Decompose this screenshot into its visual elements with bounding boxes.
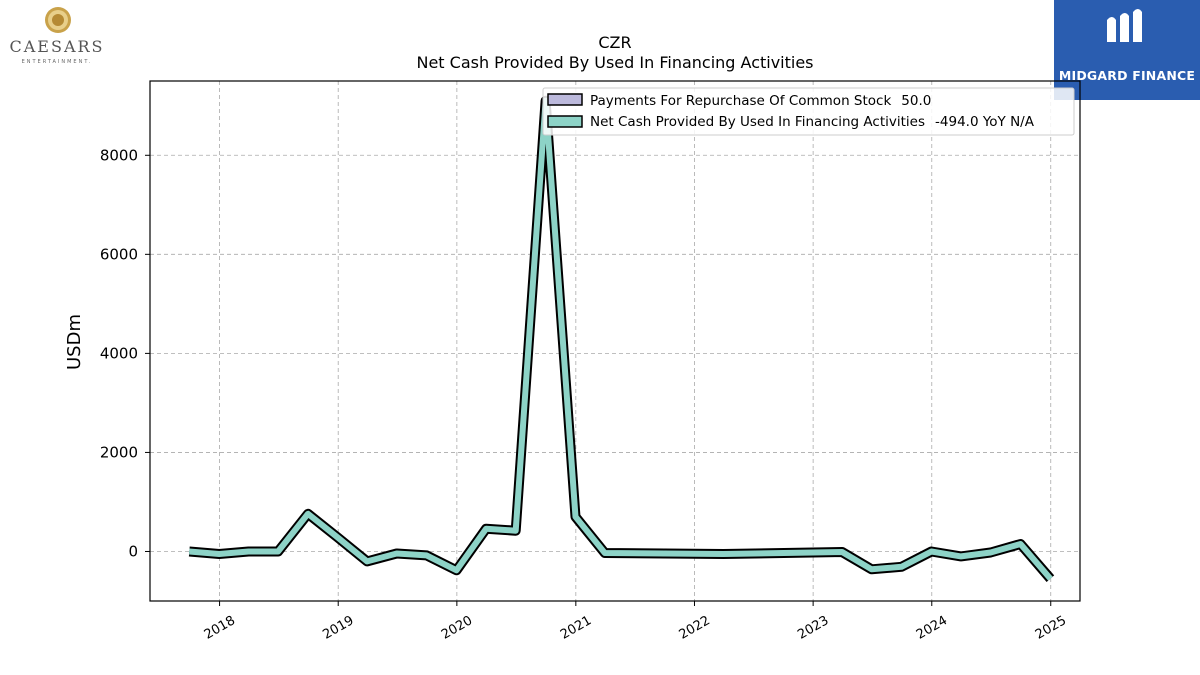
grid bbox=[150, 81, 1080, 601]
data-point bbox=[366, 560, 368, 562]
data-point bbox=[1049, 578, 1051, 580]
data-point bbox=[277, 551, 279, 552]
legend: Payments For Repurchase Of Common Stock 5… bbox=[542, 87, 1075, 136]
data-point bbox=[841, 551, 843, 553]
data-point bbox=[218, 553, 220, 555]
data-point bbox=[722, 553, 724, 555]
data-point bbox=[188, 551, 190, 552]
x-tick-label: 2022 bbox=[677, 613, 713, 643]
series-outline bbox=[188, 95, 1055, 582]
data-point bbox=[485, 528, 487, 530]
axis-ticks: 0 2000 4000 6000 8000 2018 2019 2020 2021 2022 202… bbox=[100, 146, 1069, 642]
caesars-logo: CAESARS ENTERTAINMENT. bbox=[0, 0, 118, 72]
chart-subtitle: Net Cash Provided By Used In Financing A… bbox=[416, 53, 813, 72]
data-point bbox=[396, 553, 398, 554]
data-point bbox=[901, 566, 902, 568]
series-line-financing bbox=[189, 97, 1053, 581]
data-point bbox=[575, 516, 576, 518]
legend-box bbox=[542, 87, 1075, 136]
y-axis-label: USDm bbox=[64, 314, 85, 370]
x-tick-label: 2025 bbox=[1033, 613, 1069, 643]
x-tick-label: 2023 bbox=[795, 613, 831, 643]
x-tick-label: 2019 bbox=[320, 613, 356, 643]
x-tick-label: 2018 bbox=[202, 613, 238, 643]
data-point bbox=[456, 569, 457, 571]
data-point bbox=[960, 555, 962, 557]
legend-label-financing: Net Cash Provided By Used In Financing A… bbox=[590, 114, 1035, 130]
y-tick-label: 6000 bbox=[100, 245, 138, 263]
data-point bbox=[930, 551, 932, 552]
y-tick-label: 2000 bbox=[100, 443, 138, 461]
x-tick-label: 2020 bbox=[439, 613, 475, 643]
x-tick-label: 2024 bbox=[914, 613, 950, 643]
chart-title: CZR bbox=[598, 33, 631, 52]
caesars-logo-subtext: ENTERTAINMENT. bbox=[22, 59, 93, 65]
x-tick-label: 2021 bbox=[558, 613, 594, 643]
data-point bbox=[307, 513, 309, 515]
data-point bbox=[337, 537, 339, 539]
data-point bbox=[515, 530, 517, 532]
midgard-finance-logo: MIDGARD FINANCE bbox=[1054, 0, 1200, 100]
data-point bbox=[990, 552, 992, 553]
data-point bbox=[248, 551, 249, 552]
data-point bbox=[604, 552, 606, 554]
legend-label-repurchase: Payments For Repurchase Of Common Stock 5… bbox=[590, 93, 931, 109]
y-tick-label: 4000 bbox=[100, 344, 138, 362]
caesars-emblem-icon: CAESARS ENTERTAINMENT. bbox=[10, 7, 105, 65]
data-point bbox=[426, 554, 428, 556]
data-point bbox=[1020, 543, 1021, 545]
midgard-emblem-icon bbox=[1107, 9, 1142, 42]
legend-swatch-repurchase bbox=[547, 93, 583, 106]
legend-swatch-financing bbox=[547, 115, 583, 128]
midgard-finance-text: MIDGARD FINANCE bbox=[1058, 68, 1196, 83]
plot-frame bbox=[149, 80, 1081, 602]
caesars-logo-text: CAESARS bbox=[10, 37, 105, 56]
y-tick-label: 8000 bbox=[100, 146, 138, 164]
data-point bbox=[871, 568, 873, 570]
series-lines bbox=[188, 95, 1055, 582]
y-tick-label: 0 bbox=[128, 542, 138, 560]
